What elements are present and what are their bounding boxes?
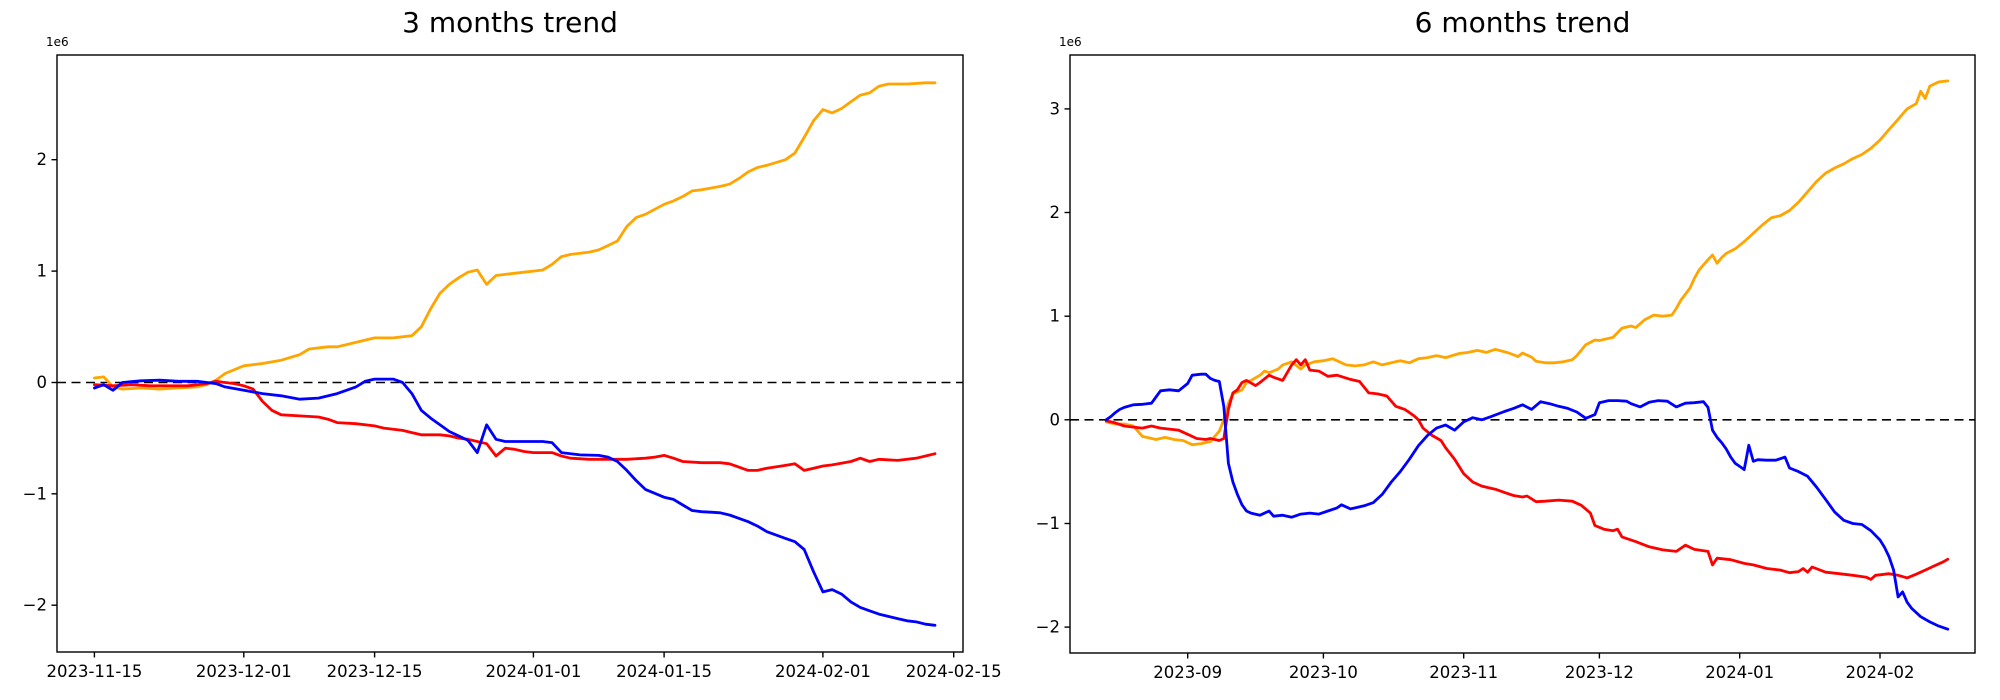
svg-text:−2: −2	[1036, 618, 1060, 637]
svg-text:2023-12: 2023-12	[1565, 663, 1634, 682]
svg-text:2023-12-01: 2023-12-01	[196, 662, 292, 681]
svg-text:−1: −1	[1036, 514, 1060, 533]
svg-text:0: 0	[1050, 410, 1061, 429]
svg-text:2024-01: 2024-01	[1705, 663, 1774, 682]
svg-text:2024-02-15: 2024-02-15	[906, 662, 1002, 681]
svg-text:1: 1	[1050, 307, 1061, 326]
svg-text:2023-11-15: 2023-11-15	[46, 662, 142, 681]
svg-text:2: 2	[1050, 203, 1061, 222]
y-axis-offset-label: 1e6	[46, 35, 69, 49]
svg-text:2023-11: 2023-11	[1429, 663, 1498, 682]
svg-text:1: 1	[37, 262, 48, 281]
svg-text:2024-02: 2024-02	[1846, 663, 1915, 682]
svg-text:3: 3	[1050, 99, 1061, 118]
svg-text:2024-02-01: 2024-02-01	[775, 662, 871, 681]
chart-title: 6 months trend	[1414, 6, 1631, 39]
chart-title: 3 months trend	[402, 6, 618, 39]
svg-text:2023-10: 2023-10	[1289, 663, 1358, 682]
y-axis-offset-label: 1e6	[1059, 35, 1082, 49]
svg-text:2024-01-15: 2024-01-15	[616, 662, 712, 681]
svg-text:−2: −2	[23, 596, 47, 615]
svg-text:−1: −1	[23, 484, 47, 503]
svg-text:2023-09: 2023-09	[1153, 663, 1222, 682]
svg-text:2024-01-01: 2024-01-01	[485, 662, 581, 681]
svg-text:0: 0	[37, 373, 48, 392]
svg-text:2023-12-15: 2023-12-15	[327, 662, 423, 681]
svg-text:2: 2	[37, 150, 48, 169]
